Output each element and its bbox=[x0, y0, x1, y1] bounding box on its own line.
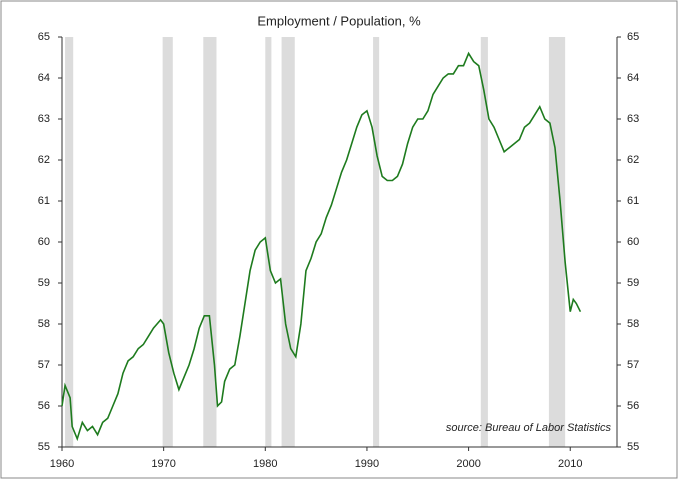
y2-tick-label: 63 bbox=[627, 113, 639, 125]
y-tick-label: 55 bbox=[38, 441, 50, 453]
y-tick-label: 61 bbox=[38, 195, 50, 207]
y-tick-label: 60 bbox=[38, 236, 50, 248]
recession-band bbox=[281, 37, 295, 447]
y-tick-label: 63 bbox=[38, 113, 50, 125]
y-tick-label: 56 bbox=[38, 400, 50, 412]
recession-band bbox=[203, 37, 217, 447]
y2-tick-label: 55 bbox=[627, 441, 639, 453]
x-tick-label: 2000 bbox=[456, 458, 480, 470]
recession-band bbox=[480, 37, 488, 447]
y2-tick-label: 65 bbox=[627, 31, 639, 43]
x-tick-label: 1970 bbox=[151, 458, 175, 470]
x-tick-label: 2010 bbox=[558, 458, 582, 470]
y2-tick-label: 57 bbox=[627, 359, 639, 371]
y2-tick-label: 64 bbox=[627, 72, 639, 84]
y2-tick-label: 62 bbox=[627, 154, 639, 166]
x-tick-label: 1980 bbox=[253, 458, 277, 470]
x-tick-label: 1990 bbox=[355, 458, 379, 470]
y2-tick-label: 56 bbox=[627, 400, 639, 412]
recession-band bbox=[65, 37, 74, 447]
chart-title: Employment / Population, % bbox=[257, 13, 421, 28]
y2-tick-label: 59 bbox=[627, 277, 639, 289]
y2-tick-label: 61 bbox=[627, 195, 639, 207]
y-tick-label: 64 bbox=[38, 72, 50, 84]
y2-tick-label: 58 bbox=[627, 318, 639, 330]
y-tick-label: 62 bbox=[38, 154, 50, 166]
y-tick-label: 65 bbox=[38, 31, 50, 43]
y-tick-label: 59 bbox=[38, 277, 50, 289]
y2-tick-label: 60 bbox=[627, 236, 639, 248]
recession-band bbox=[265, 37, 272, 447]
recession-band bbox=[162, 37, 173, 447]
data-line bbox=[61, 51, 582, 442]
y-tick-label: 57 bbox=[38, 359, 50, 371]
x-tick-label: 1960 bbox=[50, 458, 74, 470]
recession-band bbox=[373, 37, 380, 447]
y-tick-label: 58 bbox=[38, 318, 50, 330]
annotation: source: Bureau of Labor Statistics bbox=[446, 422, 612, 434]
